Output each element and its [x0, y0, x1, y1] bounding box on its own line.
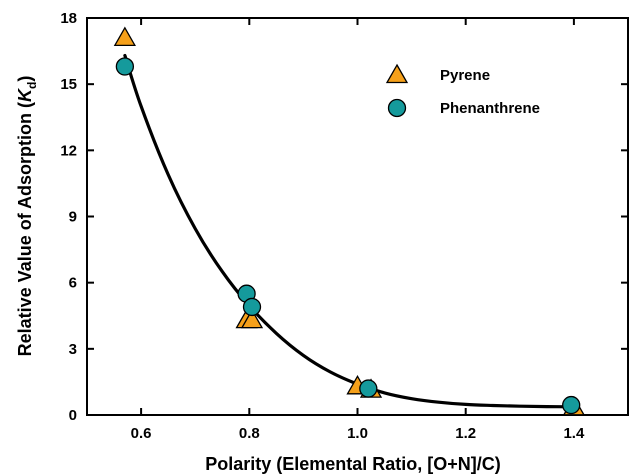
legend-phenanthrene-label: Phenanthrene — [440, 100, 540, 117]
legend: Pyrene Phenanthrene — [385, 63, 540, 118]
phenanthrene-point — [242, 297, 262, 317]
y-tick-label: 0 — [69, 407, 77, 424]
y-axis-title-close-paren: ) — [15, 76, 35, 82]
x-axis-title: Polarity (Elemental Ratio, [O+N]/C) — [205, 454, 501, 474]
pyrene-point — [240, 308, 264, 329]
x-tick-label: 0.6 — [131, 425, 152, 442]
y-tick-label: 3 — [69, 341, 77, 358]
legend-pyrene-label: Pyrene — [440, 67, 490, 84]
x-tick-label: 1.0 — [347, 425, 368, 442]
y-axis-title-open-paren: ( — [15, 102, 35, 113]
x-tick-label: 1.2 — [455, 425, 476, 442]
phenanthrene-point — [562, 395, 581, 415]
legend-phenanthrene-marker — [387, 98, 407, 118]
phenanthrene-point — [115, 57, 135, 76]
x-tick-label: 0.8 — [239, 425, 260, 442]
y-axis-title-symbol: K — [15, 87, 35, 102]
y-tick-label: 9 — [69, 209, 77, 226]
y-tick-label: 15 — [60, 76, 77, 93]
data-points-layer — [113, 26, 586, 416]
legend-pyrene-marker — [385, 63, 409, 84]
pyrene-point — [113, 26, 136, 46]
y-axis-title-subscript: d — [25, 82, 39, 89]
fit-curve-layer — [123, 53, 576, 409]
y-axis-title-main: Relative Value of Adsorption — [15, 113, 35, 356]
phenanthrene-point — [359, 379, 378, 398]
y-tick-label: 18 — [60, 10, 77, 27]
plot-frame — [86, 17, 629, 416]
fit-curve — [123, 53, 576, 409]
y-axis-title: Relative Value of Adsorption (Kd) — [15, 76, 39, 357]
x-tick-label: 1.4 — [563, 425, 585, 442]
axes-layer: 0.6 0.8 1.0 1.2 1.4 0 3 6 9 12 15 18 — [60, 10, 629, 442]
y-tick-label: 6 — [69, 275, 77, 292]
y-tick-label: 12 — [60, 142, 77, 159]
